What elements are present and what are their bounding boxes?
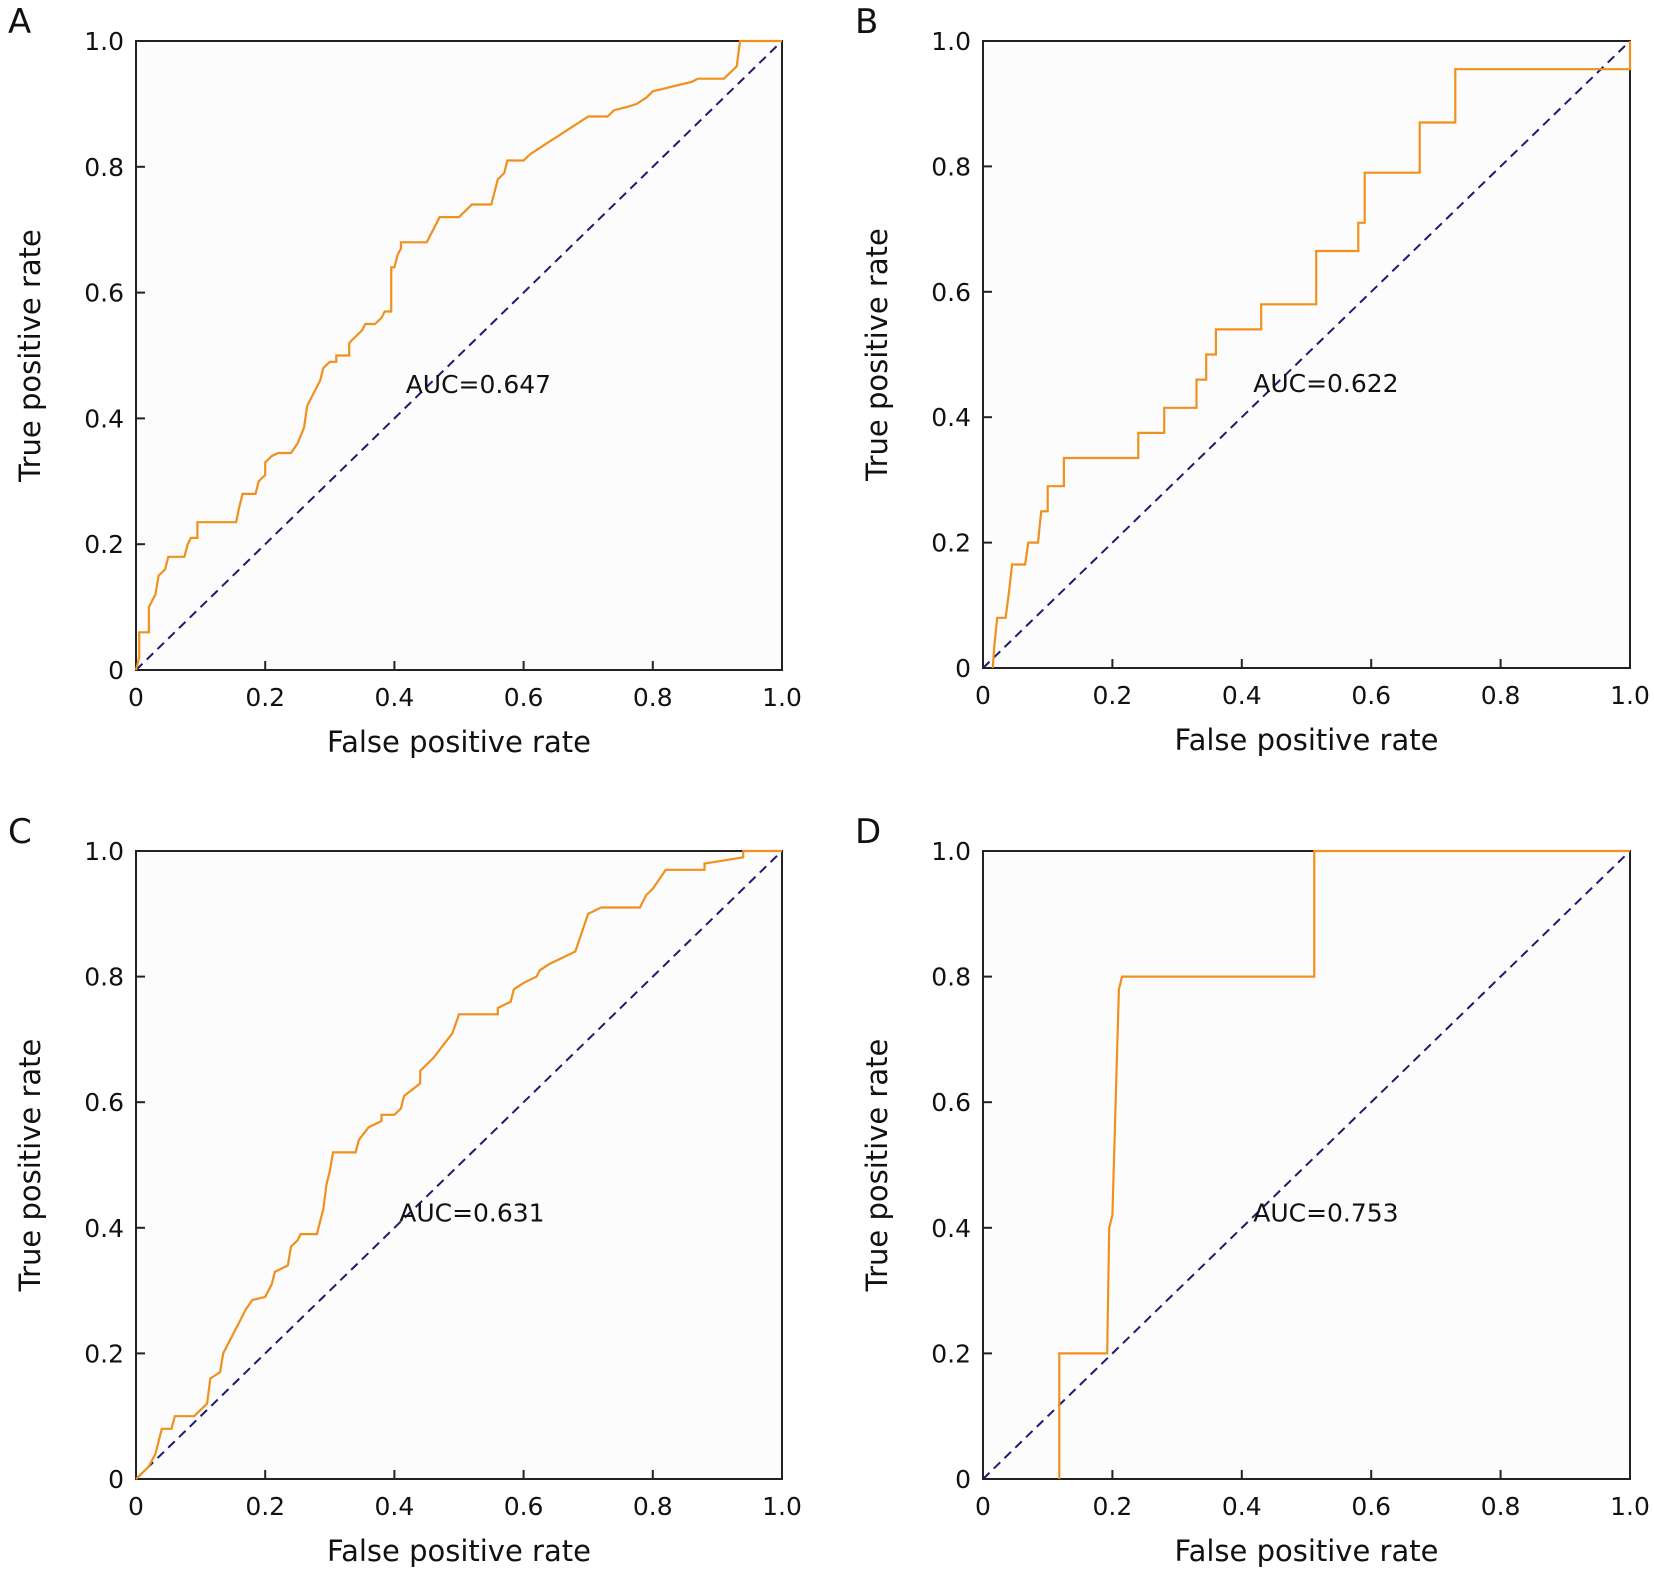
y-tick-label-d: 0.6 xyxy=(931,1088,971,1117)
y-tick-label-b: 0 xyxy=(955,654,971,683)
x-tick-label-d: 1.0 xyxy=(1610,1492,1650,1521)
reference-diagonal-a xyxy=(135,40,783,671)
y-tick-label-c: 0.8 xyxy=(84,963,124,992)
y-tick-label-b: 0.8 xyxy=(931,152,971,181)
y-tick-label-d: 0.4 xyxy=(931,1214,971,1243)
x-tick-label-b: 0.2 xyxy=(1093,681,1133,710)
auc-annotation-c: AUC=0.631 xyxy=(399,1199,544,1228)
y-tick-label-d: 0 xyxy=(955,1465,971,1494)
y-tick-label-d: 1.0 xyxy=(931,837,971,866)
y-tick-label-c: 0.6 xyxy=(84,1088,124,1117)
y-tick-label-a: 0.4 xyxy=(84,404,124,433)
x-axis-title-b: False positive rate xyxy=(1175,723,1439,757)
x-tick-label-d: 0.6 xyxy=(1351,1492,1391,1521)
x-tick-label-d: 0 xyxy=(975,1492,991,1521)
auc-annotation-b: AUC=0.622 xyxy=(1253,369,1398,398)
x-tick-label-c: 0.2 xyxy=(245,1492,285,1521)
x-tick-label-d: 0.8 xyxy=(1481,1492,1521,1521)
y-tick-label-a: 1.0 xyxy=(84,27,124,56)
y-tick-label-c: 1.0 xyxy=(84,837,124,866)
x-axis-title-d: False positive rate xyxy=(1175,1534,1439,1568)
y-tick-label-a: 0.2 xyxy=(84,530,124,559)
y-tick-label-a: 0 xyxy=(108,656,124,685)
x-tick-label-a: 1.0 xyxy=(762,683,802,712)
x-tick-label-a: 0.8 xyxy=(633,683,673,712)
y-tick-label-b: 0.2 xyxy=(931,529,971,558)
y-tick-label-a: 0.8 xyxy=(84,153,124,182)
x-tick-label-c: 0.6 xyxy=(504,1492,544,1521)
x-tick-label-a: 0 xyxy=(128,683,144,712)
y-tick-label-c: 0 xyxy=(108,1465,124,1494)
reference-diagonal-d xyxy=(982,850,1631,1480)
reference-diagonal-c xyxy=(135,850,783,1480)
roc-panel-b: B 00 0.2 0.2 0.4 0.4 0.6 0.6 0.8 0.8 1.0 1.0 False p… xyxy=(855,2,1650,757)
x-tick-label-b: 0.6 xyxy=(1351,681,1391,710)
y-tick-label-c: 0.4 xyxy=(84,1214,124,1243)
y-tick-label-b: 0.4 xyxy=(931,403,971,432)
y-tick-label-b: 0.6 xyxy=(931,278,971,307)
y-tick-label-a: 0.6 xyxy=(84,279,124,308)
auc-annotation-d: AUC=0.753 xyxy=(1253,1199,1398,1228)
y-tick-label-d: 0.2 xyxy=(931,1339,971,1368)
x-axis-title-a: False positive rate xyxy=(327,725,591,759)
x-tick-label-b: 0.8 xyxy=(1481,681,1521,710)
y-tick-label-b: 1.0 xyxy=(931,27,971,56)
panel-label-a: A xyxy=(8,2,31,42)
x-tick-label-b: 0 xyxy=(975,681,991,710)
reference-diagonal-b xyxy=(982,40,1631,669)
y-axis-title-a: True positive rate xyxy=(13,229,47,483)
y-axis-title-c: True positive rate xyxy=(13,1039,47,1293)
x-tick-label-d: 0.4 xyxy=(1222,1492,1262,1521)
panel-label-c: C xyxy=(8,812,32,852)
roc-panel-a: A 00 0.2 0.2 0.4 0.4 0.6 0.6 0.8 0.8 1.0 1.0 False p… xyxy=(8,2,802,759)
auc-annotation-a: AUC=0.647 xyxy=(406,370,551,399)
x-axis-title-c: False positive rate xyxy=(327,1534,591,1568)
roc-panel-c: C 00 0.2 0.2 0.4 0.4 0.6 0.6 0.8 0.8 1.0 1.0 False p… xyxy=(8,812,802,1568)
panel-label-d: D xyxy=(855,812,881,852)
roc-panel-d: D 00 0.2 0.2 0.4 0.4 0.6 0.6 0.8 0.8 1.0 1.0 False p… xyxy=(855,812,1650,1568)
roc-curve-d xyxy=(1058,849,1630,1479)
x-tick-label-c: 1.0 xyxy=(762,1492,802,1521)
roc-curve-c xyxy=(135,849,782,1480)
panel-label-b: B xyxy=(855,2,878,42)
x-tick-label-c: 0 xyxy=(128,1492,144,1521)
x-tick-label-d: 0.2 xyxy=(1093,1492,1133,1521)
x-tick-label-c: 0.8 xyxy=(633,1492,673,1521)
x-tick-label-a: 0.4 xyxy=(375,683,415,712)
y-tick-label-d: 0.8 xyxy=(931,963,971,992)
y-tick-label-c: 0.2 xyxy=(84,1339,124,1368)
y-axis-title-b: True positive rate xyxy=(860,228,894,482)
roc-curve-b xyxy=(991,41,1632,669)
roc-curve-a xyxy=(134,39,782,671)
x-tick-label-b: 0.4 xyxy=(1222,681,1262,710)
x-tick-label-c: 0.4 xyxy=(375,1492,415,1521)
x-tick-label-a: 0.2 xyxy=(245,683,285,712)
x-tick-label-a: 0.6 xyxy=(504,683,544,712)
x-tick-label-b: 1.0 xyxy=(1610,681,1650,710)
y-axis-title-d: True positive rate xyxy=(860,1039,894,1293)
